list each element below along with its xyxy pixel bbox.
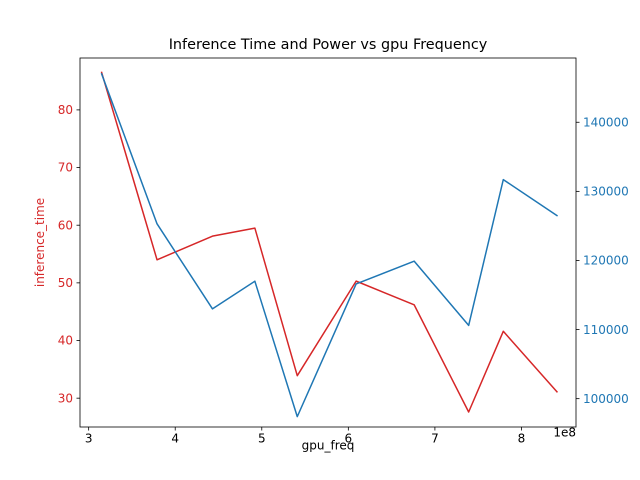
left-y-tick-label: 40 bbox=[58, 334, 73, 348]
chart-title: Inference Time and Power vs gpu Frequenc… bbox=[169, 37, 488, 53]
left-y-tick-label: 50 bbox=[58, 276, 73, 290]
right-y-tick-label: 120000 bbox=[583, 254, 629, 268]
x-axis-label: gpu_freq bbox=[302, 439, 355, 453]
right-axis-series-line bbox=[100, 72, 559, 418]
left-y-tick-label: 70 bbox=[58, 161, 73, 175]
left-y-axis-label: inference_time bbox=[33, 198, 47, 287]
right-y-tick-label: 140000 bbox=[583, 115, 629, 129]
left-y-tick-label: 30 bbox=[58, 391, 73, 405]
x-tick-label: 6 bbox=[345, 432, 353, 446]
x-tick-label: 5 bbox=[258, 432, 266, 446]
inference-time-line bbox=[100, 71, 559, 413]
x-tick-label: 3 bbox=[85, 432, 93, 446]
right-y-tick-label: 130000 bbox=[583, 185, 629, 199]
left-y-axis-ticks: 30 40 50 60 70 80 bbox=[58, 103, 80, 405]
left-y-tick-label: 60 bbox=[58, 218, 73, 232]
x-axis-ticks: 3 4 5 6 7 8 bbox=[85, 427, 525, 446]
x-tick-label: 4 bbox=[171, 432, 179, 446]
x-tick-label: 8 bbox=[518, 432, 526, 446]
right-y-tick-label: 100000 bbox=[583, 392, 629, 406]
plot-frame bbox=[79, 57, 577, 428]
series-lines bbox=[100, 71, 559, 418]
x-offset-label: 1e8 bbox=[553, 426, 576, 440]
right-y-tick-label: 110000 bbox=[583, 323, 629, 337]
x-tick-label: 7 bbox=[431, 432, 439, 446]
left-y-tick-label: 80 bbox=[58, 103, 73, 117]
right-y-axis-ticks: 100000 110000 120000 130000 140000 bbox=[576, 115, 629, 406]
